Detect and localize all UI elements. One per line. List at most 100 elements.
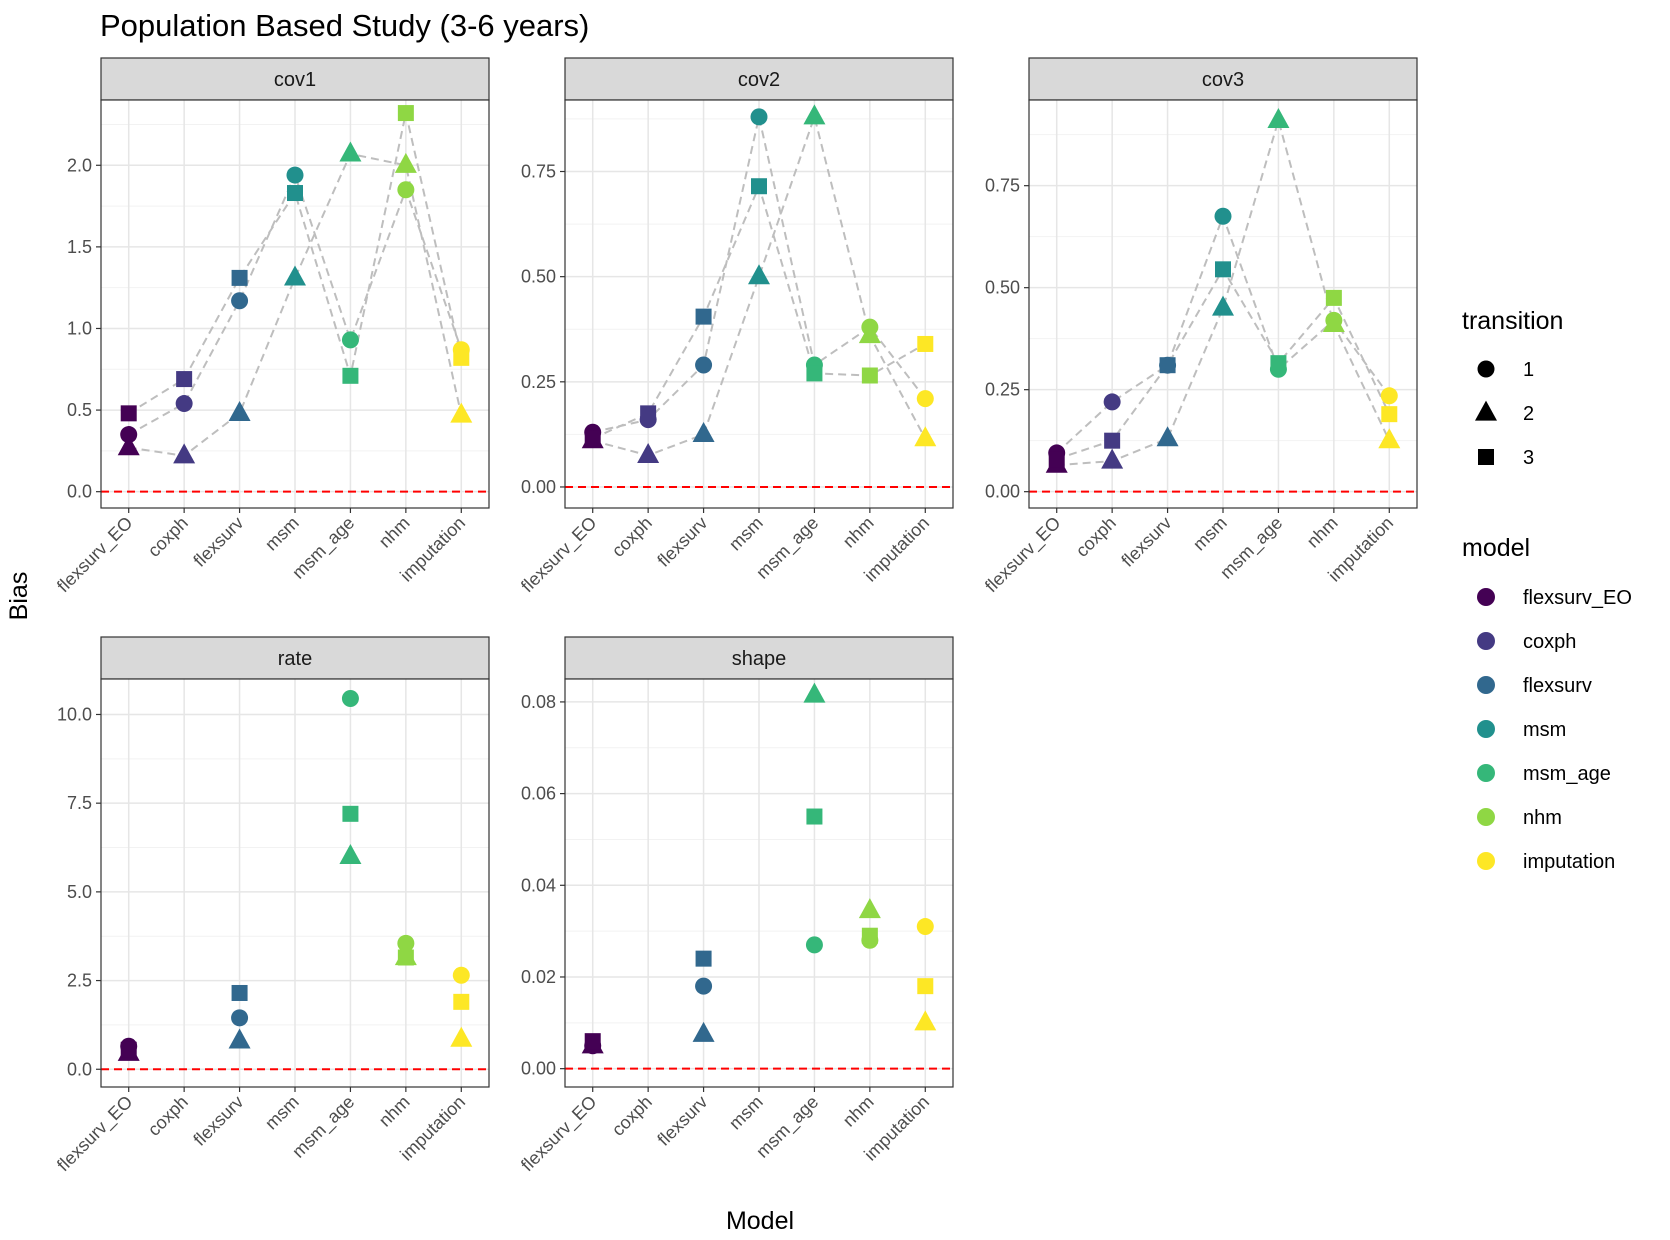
point-msm-transition-1 [286, 166, 304, 184]
y-tick-label: 1.0 [67, 318, 92, 338]
legend-label-model: flexsurv_EO [1523, 587, 1632, 609]
point-msm_age-transition-2 [339, 843, 362, 864]
facet-strip [100, 57, 490, 101]
legend-label-model: flexsurv [1523, 675, 1592, 697]
point-imputation-transition-3 [917, 978, 934, 995]
y-tick-label: 0.25 [985, 380, 1020, 400]
y-tick-label: 7.5 [67, 793, 92, 813]
x-tick-label: msm [261, 513, 303, 555]
point-flexsurv-transition-3 [1159, 357, 1176, 374]
point-flexsurv-transition-1 [695, 977, 713, 995]
y-tick-label: 0.02 [521, 967, 556, 987]
point-msm-transition-3 [287, 185, 303, 202]
point-imputation-transition-2 [914, 426, 937, 447]
point-nhm-transition-2 [394, 152, 417, 173]
point-msm_age-transition-2 [803, 682, 826, 703]
y-tick-label: 0.00 [985, 482, 1020, 502]
x-tick-label: msm [261, 1092, 303, 1134]
y-tick-label: 0.75 [521, 162, 556, 182]
point-flexsurv-transition-2 [228, 1028, 251, 1049]
legend-label-transition: 1 [1523, 359, 1534, 381]
point-nhm-transition-2 [858, 898, 881, 919]
point-imputation-transition-3 [453, 349, 470, 366]
point-flexsurv_EO-transition-3 [584, 430, 601, 447]
y-tick-label: 0.75 [985, 176, 1020, 196]
y-tick-label: 2.0 [67, 155, 92, 175]
point-flexsurv-transition-3 [231, 984, 248, 1001]
point-msm-transition-2 [284, 265, 306, 286]
y-tick-label: 10.0 [57, 704, 92, 724]
x-axis-title: Model [726, 1207, 794, 1235]
point-flexsurv_EO-transition-3 [120, 1041, 137, 1058]
x-tick-label: flexsurv_EO [53, 513, 137, 597]
point-nhm-transition-3 [861, 927, 878, 944]
point-msm_age-transition-3 [342, 805, 359, 822]
point-flexsurv_EO-transition-3 [120, 405, 137, 422]
y-axis-title: Bias [5, 572, 33, 621]
legend-label-model: imputation [1523, 851, 1615, 873]
point-nhm-transition-3 [861, 367, 878, 384]
facet-label: cov2 [738, 69, 780, 91]
legend-key-circle [1477, 360, 1495, 378]
legend-key-flexsurv [1477, 676, 1495, 694]
point-nhm-transition-2 [1322, 312, 1345, 332]
y-tick-label: 0.50 [521, 267, 556, 287]
legend-label-transition: 3 [1523, 447, 1534, 469]
x-tick-label: flexsurv [1117, 513, 1175, 571]
legend-key-triangle [1475, 400, 1497, 421]
facet-label: cov1 [274, 69, 316, 91]
panel-rate: rate 0.0 2.5 5.0 7.5 10.0 flexsurv_EO coxphflex… [53, 636, 490, 1176]
point-imputation-transition-1 [1380, 387, 1398, 405]
point-msm-transition-2 [1212, 295, 1234, 316]
point-flexsurv_EO-transition-1 [120, 426, 138, 444]
point-imputation-transition-1 [916, 918, 934, 936]
point-nhm-transition-3 [397, 949, 414, 966]
point-msm_age-transition-1 [341, 690, 359, 708]
y-tick-label: 5.0 [67, 882, 92, 902]
x-tick-label: flexsurv_EO [53, 1092, 137, 1176]
point-imputation-transition-2 [450, 402, 473, 423]
y-tick-label: 0.5 [67, 400, 92, 420]
point-flexsurv_EO-transition-3 [1048, 451, 1065, 468]
x-tick-label: flexsurv_EO [981, 513, 1065, 597]
x-tick-label: nhm [375, 513, 414, 552]
point-nhm-transition-2 [858, 323, 881, 344]
y-tick-label: 1.5 [67, 237, 92, 257]
x-tick-label: nhm [1303, 513, 1342, 552]
x-tick-label: coxph [1072, 513, 1120, 561]
panel-cov2: cov2 0.00 0.25 0.50 0.75 flexsurv_EO coxphflex… [517, 57, 954, 597]
x-tick-label: coxph [144, 513, 192, 561]
point-flexsurv-transition-2 [692, 421, 715, 442]
legend-key-coxph [1477, 632, 1495, 650]
point-msm-transition-2 [748, 264, 770, 285]
point-imputation-transition-2 [914, 1010, 937, 1031]
x-tick-label: msm [725, 1092, 767, 1134]
legend-label-transition: 2 [1523, 403, 1534, 425]
point-imputation-transition-3 [1381, 406, 1398, 423]
legend-label-model: nhm [1523, 807, 1562, 829]
legend-key-flexsurv_EO [1477, 588, 1495, 606]
point-msm-transition-1 [750, 108, 768, 126]
point-imputation-transition-1 [452, 966, 470, 984]
legend-key-msm [1477, 720, 1495, 738]
point-flexsurv-transition-2 [228, 400, 251, 421]
legend-key-imputation [1477, 852, 1495, 870]
point-msm_age-transition-3 [342, 367, 359, 384]
point-msm-transition-1 [1214, 207, 1232, 225]
point-flexsurv-transition-3 [695, 950, 712, 967]
point-msm_age-transition-1 [341, 331, 359, 349]
x-tick-label: nhm [839, 513, 878, 552]
point-nhm-transition-3 [1325, 289, 1342, 306]
point-coxph-transition-3 [176, 371, 193, 388]
point-nhm-transition-1 [397, 181, 415, 199]
panel-shape: shape 0.00 0.02 0.04 0.06 0.08 flexsurv_EO coxp… [517, 636, 954, 1176]
y-tick-label: 0.04 [521, 875, 556, 895]
x-tick-label: flexsurv [189, 1092, 247, 1150]
legend-label-model: msm [1523, 719, 1566, 741]
point-msm_age-transition-2 [1267, 108, 1290, 128]
legend-label-model: coxph [1523, 631, 1576, 653]
facet-strip [1028, 57, 1418, 101]
x-tick-label: flexsurv_EO [517, 513, 601, 597]
y-tick-label: 0.06 [521, 784, 556, 804]
